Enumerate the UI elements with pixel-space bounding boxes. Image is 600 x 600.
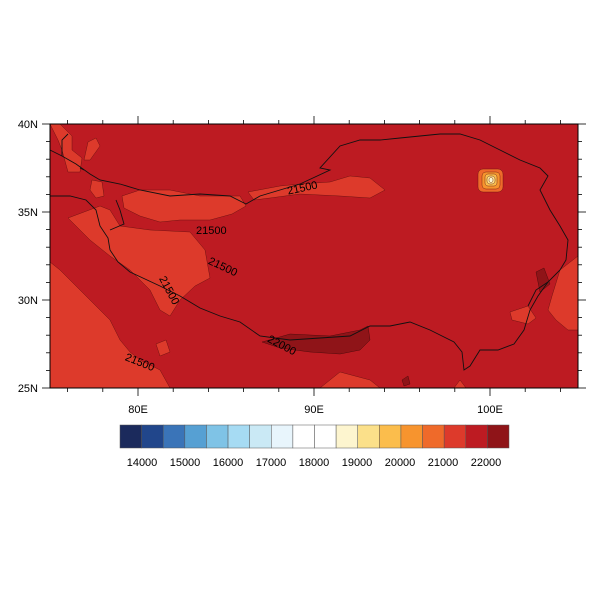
colorbar-swatch [184,424,207,449]
x-tick-label: 100E [477,404,503,416]
colorbar-label: 19000 [342,457,373,469]
colorbar-label: 15000 [170,457,201,469]
colorbar-swatch [292,424,315,449]
colorbar-label: 17000 [256,457,287,469]
colorbar-swatch [271,424,294,449]
y-tick-label: 40N [18,119,38,131]
colorbar-label: 16000 [213,457,244,469]
contour-fill-above-22000 [261,267,551,387]
colorbar-swatch [162,424,186,449]
colorbar-swatch [141,424,164,449]
colorbar-label: 14000 [127,457,158,469]
colorbar-swatch [314,424,337,449]
colorbar-swatch [206,424,229,449]
colorbar-label: 18000 [299,457,330,469]
colorbar-swatch [119,424,142,449]
colorbar-swatch [422,424,445,449]
contour-map: 21500 21500 21500 21500 21500 22000 [50,124,578,388]
border-lines [50,133,569,371]
colorbar-label: 21000 [428,457,459,469]
colorbar-labels: 14000 15000 16000 17000 18000 19000 2000… [127,457,502,469]
colorbar-label: 20000 [385,457,416,469]
colorbar-swatch [357,424,380,449]
colorbar-swatch [335,424,358,449]
colorbar-swatch [379,424,402,449]
y-tick-label: 35N [18,207,38,219]
colorbar-swatch [227,424,250,449]
y-tick-label: 30N [18,295,38,307]
x-tick-label: 80E [128,404,148,416]
colorbar-label: 22000 [471,457,502,469]
colorbar-swatch [249,424,272,449]
axis-labels: 80E 90E 100E 40N 35N 30N 25N [18,119,503,416]
colorbar-swatch [487,424,510,449]
x-tick-label: 90E [304,404,324,416]
local-maximum-peak [477,168,504,193]
y-tick-label: 25N [18,383,38,395]
colorbar-swatch [443,424,467,449]
colorbar-swatch [400,424,423,449]
contour-label: 21500 [196,225,227,237]
colorbar [119,424,510,449]
axis-ticks [42,116,586,396]
colorbar-swatch [465,424,488,449]
contour-fill-21000-21500 [50,124,578,388]
